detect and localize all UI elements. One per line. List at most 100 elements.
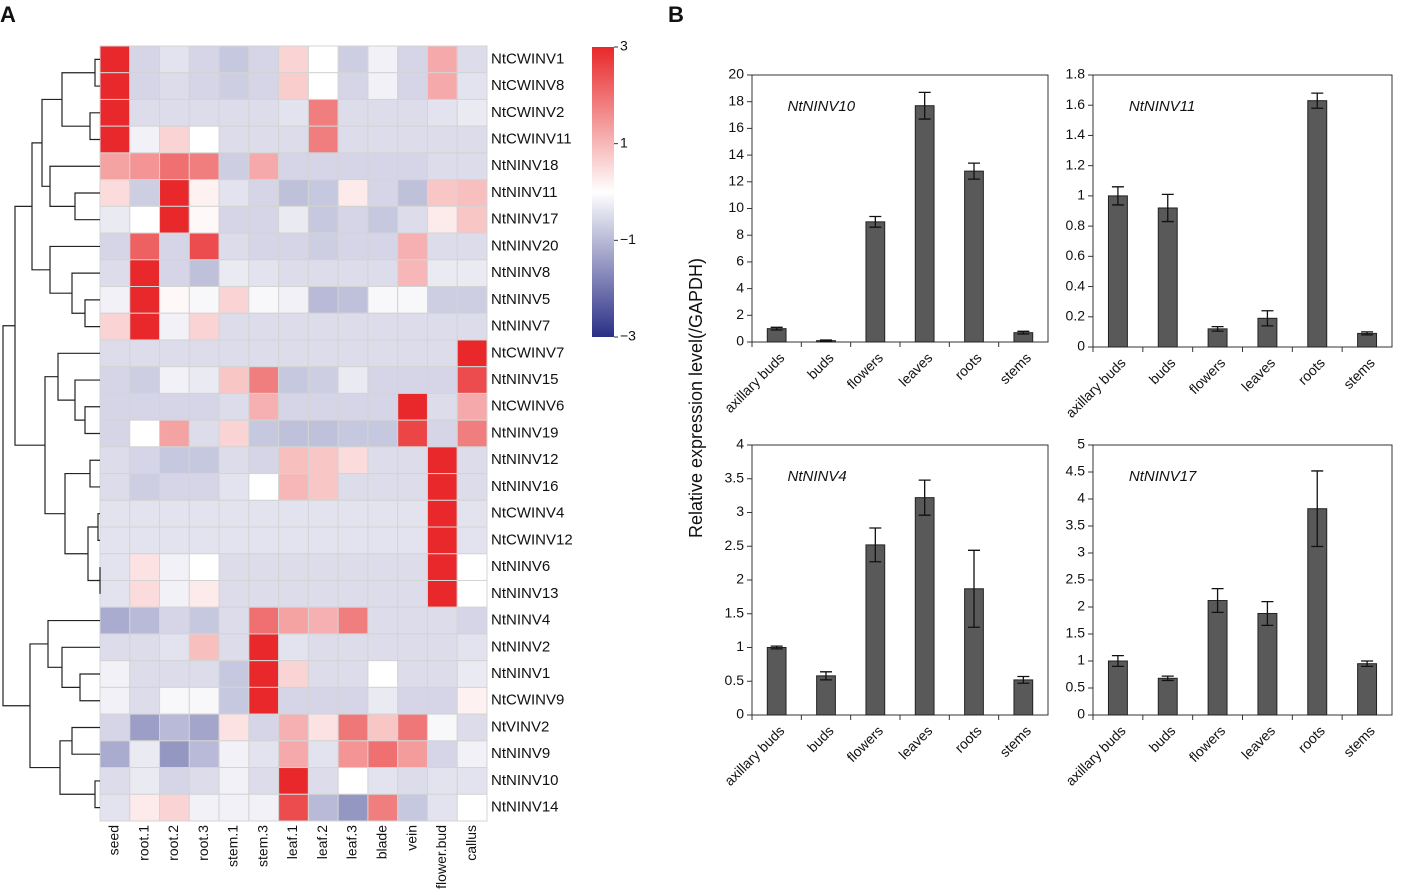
heatmap-cell bbox=[456, 606, 488, 635]
x-tick-label: leaves bbox=[895, 722, 935, 762]
heatmap-cell bbox=[426, 579, 458, 608]
x-tick-label: stems bbox=[1340, 354, 1378, 392]
y-tick-label: 18 bbox=[728, 92, 744, 108]
error-bar bbox=[1161, 675, 1174, 682]
error-bar bbox=[1161, 193, 1174, 223]
heatmap-cell bbox=[456, 793, 488, 822]
column-label: leaf.1 bbox=[284, 825, 300, 859]
heatmap-cell bbox=[218, 553, 250, 581]
x-tick-label: buds bbox=[1146, 354, 1179, 387]
heatmap-cell bbox=[456, 45, 488, 74]
heatmap-cell bbox=[397, 45, 428, 74]
heatmap-cell bbox=[159, 392, 190, 421]
error-bar bbox=[918, 479, 931, 516]
heatmap-cell bbox=[159, 579, 190, 608]
heatmap-cell bbox=[426, 259, 458, 288]
heatmap-cell bbox=[337, 339, 369, 368]
bar bbox=[1157, 207, 1178, 348]
heatmap-cell bbox=[397, 499, 428, 528]
heatmap-cell bbox=[99, 526, 131, 555]
heatmap-cell bbox=[218, 633, 250, 662]
heatmap-cell bbox=[307, 45, 339, 74]
row-label: NtCWINV6 bbox=[491, 398, 564, 415]
heatmap-cell bbox=[397, 286, 428, 314]
heatmap-cell bbox=[218, 286, 250, 314]
error-bar bbox=[1261, 310, 1274, 327]
colorbar-label: −1 bbox=[620, 231, 636, 247]
dendrogram-branch bbox=[14, 205, 45, 446]
heatmap-cell bbox=[218, 740, 250, 769]
heatmap-cell bbox=[278, 526, 309, 555]
heatmap-cell bbox=[397, 686, 428, 715]
y-tick-label: 16 bbox=[728, 119, 744, 135]
plot-frame bbox=[751, 444, 1049, 716]
heatmap-cell bbox=[456, 179, 488, 207]
error-bar bbox=[820, 339, 832, 342]
heatmap-cell bbox=[159, 232, 190, 261]
heatmap-cell bbox=[456, 660, 488, 688]
heatmap-cell bbox=[188, 72, 220, 100]
heatmap-cell bbox=[397, 446, 428, 475]
heatmap-cell bbox=[248, 579, 280, 608]
x-tick-label: leaves bbox=[895, 349, 935, 389]
error-bar bbox=[770, 326, 783, 331]
heatmap-cell bbox=[307, 793, 339, 822]
heatmap-cell bbox=[188, 686, 220, 715]
heatmap-cell bbox=[397, 152, 428, 181]
bar bbox=[1357, 663, 1378, 716]
heatmap-cell bbox=[278, 793, 309, 822]
plot-frame bbox=[751, 74, 1049, 343]
x-tick-label: buds bbox=[1146, 722, 1179, 755]
heatmap-cell bbox=[397, 740, 428, 769]
heatmap-cell bbox=[278, 713, 309, 742]
heatmap-cell bbox=[188, 419, 220, 448]
chart-title: NtNINV10 bbox=[788, 98, 856, 115]
heatmap-cell bbox=[248, 98, 280, 127]
heatmap-cell bbox=[307, 473, 339, 501]
heatmap-cell bbox=[218, 339, 250, 368]
dendrogram-branch bbox=[29, 643, 60, 769]
heatmap-cell bbox=[426, 312, 458, 341]
heatmap-cell bbox=[248, 286, 280, 314]
heatmap-cell bbox=[159, 45, 190, 74]
heatmap-cell bbox=[337, 579, 369, 608]
heatmap-cell bbox=[426, 767, 458, 795]
heatmap-cell bbox=[337, 259, 369, 288]
heatmap-cell bbox=[99, 473, 131, 501]
heatmap-cell bbox=[426, 72, 458, 100]
heatmap-cell bbox=[278, 339, 309, 368]
row-label: NtNINV1 bbox=[491, 665, 550, 682]
heatmap-cell bbox=[159, 713, 190, 742]
error-bar bbox=[869, 215, 882, 228]
column-label: leaf.3 bbox=[344, 825, 360, 859]
row-label: NtNINV2 bbox=[491, 638, 550, 655]
x-tick-label: stems bbox=[996, 349, 1034, 387]
heatmap-cell bbox=[248, 473, 280, 501]
heatmap-cell bbox=[248, 419, 280, 448]
heatmap-cell bbox=[456, 286, 488, 314]
heatmap-cell bbox=[188, 232, 220, 261]
bar bbox=[914, 497, 935, 716]
heatmap-cell bbox=[218, 205, 250, 234]
heatmap-cell bbox=[99, 579, 131, 608]
heatmap-cell bbox=[278, 499, 309, 528]
heatmap-cell bbox=[129, 579, 161, 608]
heatmap-cell bbox=[307, 686, 339, 715]
y-tick-label: 1.2 bbox=[1066, 156, 1086, 172]
heatmap-cell bbox=[188, 499, 220, 528]
heatmap-cell bbox=[456, 740, 488, 769]
heatmap-cell bbox=[337, 232, 369, 261]
heatmap-cell bbox=[426, 740, 458, 769]
heatmap-cell bbox=[307, 499, 339, 528]
heatmap-cell bbox=[367, 767, 399, 795]
heatmap-cell bbox=[129, 366, 161, 394]
heatmap-cell bbox=[218, 767, 250, 795]
heatmap-cell bbox=[99, 606, 131, 635]
heatmap-cell bbox=[337, 72, 369, 100]
column-label: flower.bud bbox=[433, 825, 449, 889]
error-bar bbox=[1311, 470, 1324, 548]
y-tick-label: 1.5 bbox=[725, 604, 745, 620]
heatmap-cell bbox=[248, 152, 280, 181]
y-tick-label: 1.4 bbox=[1066, 126, 1086, 142]
heatmap-cell bbox=[456, 446, 488, 475]
